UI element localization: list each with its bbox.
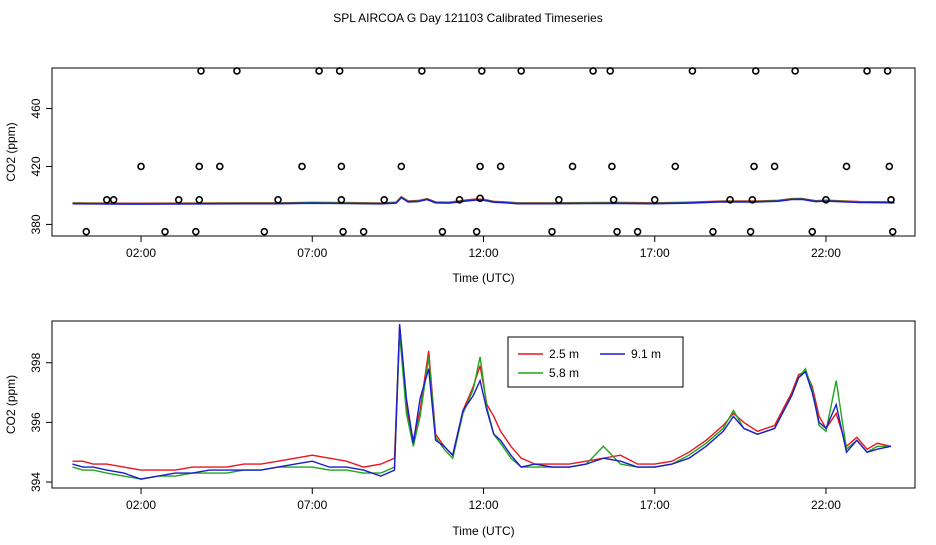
legend-label: 9.1 m [631,347,661,361]
top-panel-co2-scatter: 02:00 07:00 12:00 17:00 22:00 380 420 460 Time (… [4,67,916,285]
legend: 2.5 m 5.8 m 9.1 m [507,336,684,388]
top-scatter-point [192,227,200,236]
top-scatter-point [633,227,642,236]
top-y-axis-title: CO2 (ppm) [4,122,18,181]
top-x-tick-label: 22:00 [811,246,841,260]
bottom-x-tick-label: 17:00 [640,498,670,512]
top-scatter-point [174,195,183,204]
top-scatter-point [808,227,817,236]
top-scatter-point [161,227,169,236]
top-x-tick-label: 17:00 [640,246,670,260]
top-scatter-point [195,195,204,204]
top-scatter-point [216,162,224,171]
bottom-series-line-58m [72,332,891,480]
bottom-y-tick-label: 396 [29,412,43,432]
top-scatter-point [476,162,484,171]
bottom-panel-co2-lines: 02:00 07:00 12:00 17:00 22:00 394 396 398 Time (… [4,320,916,538]
top-scatter-point [496,162,505,171]
top-scatter-point [568,162,577,171]
bottom-x-axis-title: Time (UTC) [452,524,514,538]
top-scatter-point [337,195,346,204]
top-scatter-point [555,195,563,204]
top-scatter-point [863,67,871,75]
top-scatter-point [709,227,717,236]
top-scatter-point [315,67,323,75]
bottom-series-line-25m [72,326,892,471]
bottom-x-tick-label: 02:00 [126,498,156,512]
top-x-tick-label: 02:00 [126,246,156,260]
top-scatter-point [751,67,760,75]
top-scatter-point [887,195,895,204]
bottom-x-tick-label: 07:00 [297,498,327,512]
top-scatter-point [397,162,406,171]
top-plot-frame [51,67,916,237]
top-scatter-point [102,195,111,204]
top-scatter-point [337,162,346,171]
top-scatter-point [688,67,697,75]
bottom-y-tick-label: 398 [29,352,43,372]
top-y-tick-label: 460 [29,98,43,118]
top-scatter-point [888,227,897,236]
top-scatter-point [608,162,616,171]
top-scatter-point [883,67,892,75]
top-x-tick-label: 12:00 [468,246,498,260]
legend-box [507,336,684,388]
top-scatter-point [359,227,368,236]
top-scatter-point [476,194,484,203]
top-scatter-point [438,227,447,236]
top-scatter-point [477,67,486,75]
top-scatter-point [418,67,426,75]
legend-label: 2.5 m [549,347,579,361]
top-scatter-point [842,162,851,171]
legend-label: 5.8 m [549,366,579,380]
top-scatter-point [195,162,204,171]
top-scatter-point [770,162,779,171]
figure-title: SPL AIRCOA G Day 121103 Calibrated Times… [333,11,602,25]
top-scatter-point [517,67,525,75]
top-x-tick-label: 07:00 [297,246,327,260]
top-scatter-point [548,227,556,236]
top-scatter-point [650,195,659,204]
top-scatter-point [274,195,282,204]
top-scatter-point [260,227,269,236]
bottom-x-tick-label: 12:00 [468,498,498,512]
top-scatter-point [822,195,830,204]
top-scatter-point [298,162,306,171]
top-scatter-point [455,195,464,204]
top-scatter-point [748,195,757,204]
top-scatter-point [609,195,618,204]
top-scatter-point [472,227,481,236]
top-scatter-point [750,162,758,171]
bottom-series-line-91m [72,323,892,480]
top-y-tick-label: 420 [29,156,43,176]
top-scatter-point [233,67,241,75]
top-scatter-point [109,195,118,204]
top-scatter-point [671,162,680,171]
top-scatter-point [339,227,347,236]
bottom-y-tick-label: 394 [29,472,43,492]
top-scatter-point [137,162,145,171]
top-x-axis-title: Time (UTC) [452,271,514,285]
top-y-tick-label: 380 [29,214,43,234]
top-scatter-point [335,67,344,75]
top-scatter-point [606,67,615,75]
top-scatter-point [885,162,894,171]
top-scatter-point [726,195,734,204]
top-scatter-point [380,195,388,204]
top-scatter-point [82,227,91,236]
top-scatter-point [197,67,205,75]
top-scatter-point [746,227,755,236]
top-scatter-point [613,227,621,236]
top-scatter-point [791,67,799,75]
bottom-y-axis-title: CO2 (ppm) [4,375,18,434]
bottom-x-tick-label: 22:00 [811,498,841,512]
top-scatter-point [589,67,597,75]
